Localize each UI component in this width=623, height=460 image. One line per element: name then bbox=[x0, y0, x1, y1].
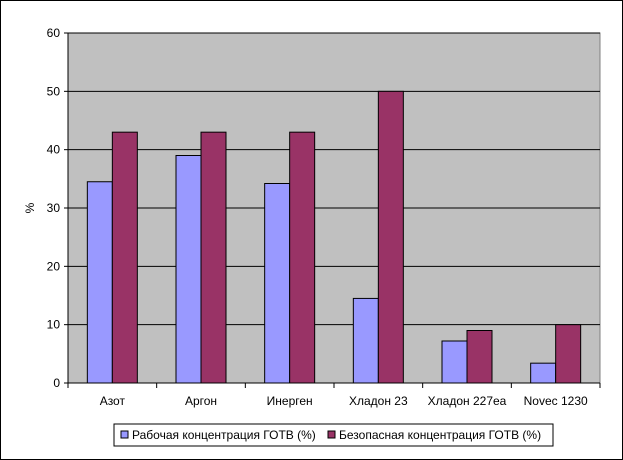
x-tick-label: Хладон 23 bbox=[349, 394, 408, 408]
y-tick-label: 20 bbox=[47, 259, 61, 273]
y-tick-label: 30 bbox=[47, 201, 61, 215]
bar-working-concentration bbox=[175, 155, 202, 384]
bars bbox=[86, 90, 582, 384]
x-tick-label: Инерген bbox=[267, 394, 313, 408]
bar-safe-concentration bbox=[555, 324, 582, 384]
bar-safe-concentration bbox=[466, 330, 493, 384]
bar-working-concentration bbox=[264, 183, 291, 384]
y-axis-ticks: 0 10 20 30 40 50 60 bbox=[47, 26, 68, 390]
y-axis-title: % bbox=[23, 202, 37, 213]
x-axis-ticks: Азот Аргон Инерген Хладон 23 Хладон 227ea Nov… bbox=[67, 383, 601, 408]
bar-safe-concentration bbox=[377, 90, 404, 384]
legend-swatch-working bbox=[120, 430, 129, 439]
legend: Рабочая концентрация ГОТВ (%) Безопасная… bbox=[113, 423, 554, 447]
legend-label-safe: Безопасная концентрация ГОТВ (%) bbox=[339, 428, 541, 442]
y-tick-label: 10 bbox=[47, 318, 61, 332]
legend-swatch-safe bbox=[327, 430, 336, 439]
bar-safe-concentration bbox=[200, 131, 227, 384]
gridlines bbox=[68, 32, 600, 326]
bar-safe-concentration bbox=[111, 131, 138, 384]
x-tick-label: Аргон bbox=[185, 394, 217, 408]
x-tick-label: Азот bbox=[100, 394, 126, 408]
bar-safe-concentration bbox=[289, 131, 316, 384]
bar-working-concentration bbox=[86, 181, 113, 384]
x-tick-label: Хладон 227ea bbox=[428, 394, 507, 408]
x-tick-label: Novec 1230 bbox=[524, 394, 588, 408]
y-tick-label: 50 bbox=[47, 84, 61, 98]
y-tick-label: 60 bbox=[47, 26, 61, 40]
bar-working-concentration bbox=[352, 297, 379, 384]
bar-working-concentration bbox=[530, 362, 557, 384]
legend-label-working: Рабочая концентрация ГОТВ (%) bbox=[132, 428, 316, 442]
y-tick-label: 0 bbox=[53, 376, 60, 390]
bar-working-concentration bbox=[441, 340, 468, 384]
y-tick-label: 40 bbox=[47, 143, 61, 157]
